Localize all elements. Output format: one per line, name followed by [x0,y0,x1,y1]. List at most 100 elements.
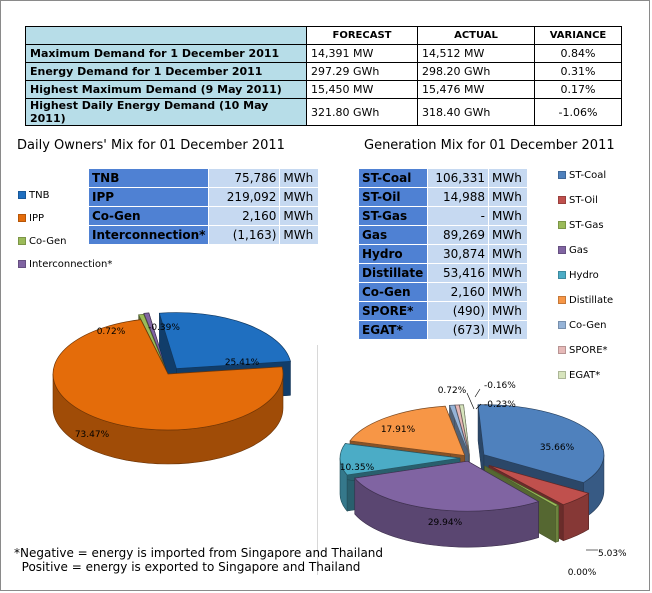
pie-slice-ipp [52,319,284,465]
legend-swatch [18,214,26,222]
legend-swatch [558,196,566,204]
source-value: 53,416 [427,263,489,283]
source-value: 75,786 [208,168,281,188]
leader-line [466,392,475,410]
legend-item-gas: Gas [558,245,588,256]
table-row: Interconnection* (1,163) MWh [87,225,320,245]
legend-swatch [558,296,566,304]
source-unit: MWh [488,320,528,340]
legend-swatch [558,346,566,354]
forecast-header: FORECAST [306,26,418,45]
source-value: 14,988 [427,187,489,207]
legend-swatch [558,221,566,229]
table-row: ST-Coal 106,331 MWh [358,168,528,188]
table-row: EGAT* (673) MWh [358,320,528,340]
legend-item-cogen: Co-Gen [18,236,67,247]
table-row: Highest Daily Energy Demand (10 May 2011… [25,98,622,126]
legend-item-st-gas: ST-Gas [558,220,604,231]
source-name: ST-Gas [358,206,428,226]
legend-item-interconnection: Interconnection* [18,259,112,270]
source-unit: MWh [279,225,320,245]
generation-mix-title: Generation Mix for 01 December 2011 [364,138,615,153]
table-row: Co-Gen 2,160 MWh [87,206,320,226]
variance-header: VARIANCE [534,26,622,45]
pie-data-label: 29.94% [428,518,463,528]
legend-swatch [558,371,566,379]
legend-swatch [18,260,26,268]
owners-mix-title: Daily Owners' Mix for 01 December 2011 [17,138,285,153]
generation-mix-table: ST-Coal 106,331 MWh ST-Oil 14,988 MWh ST-Gas… [358,168,528,340]
owners-mix-table: TNB 75,786 MWh IPP 219,092 MWh Co-Gen 2,160 MW… [87,168,320,245]
actual-cell: 298.20 GWh [417,62,535,81]
pie-data-label: 0.00% [568,568,597,578]
table-row: Distillate 53,416 MWh [358,263,528,283]
footnote: *Negative = energy is imported from Sing… [14,546,384,574]
source-value: 89,269 [427,225,489,245]
table-row: Maximum Demand for 1 December 2011 14,39… [25,44,622,63]
pie-data-label: -0.16% [484,381,516,391]
source-name: EGAT* [358,320,428,340]
legend-swatch [558,271,566,279]
legend-label: IPP [29,213,45,224]
pie-data-label: 17.91% [381,425,416,435]
legend-item-hydro: Hydro [558,270,599,281]
legend-label: Hydro [569,270,599,281]
table-row: SPORE* (490) MWh [358,301,528,321]
legend-label: Distillate [569,295,614,306]
pie-data-label: 73.47% [75,430,110,440]
panel-divider [317,345,318,575]
source-unit: MWh [488,282,528,302]
legend-label: ST-Coal [569,170,607,181]
source-name: Co-Gen [87,206,210,226]
source-unit: MWh [488,187,528,207]
source-name: IPP [87,187,210,207]
legend-swatch [558,246,566,254]
pie-data-label: 10.35% [340,463,375,473]
legend-label: SPORE* [569,345,608,356]
legend-label: Co-Gen [569,320,607,331]
legend-label: Gas [569,245,589,256]
source-value: 30,874 [427,244,489,264]
legend-swatch [558,321,566,329]
source-unit: MWh [488,263,528,283]
legend-item-st-coal: ST-Coal [558,170,606,181]
source-value: (1,163) [208,225,281,245]
forecast-cell: 297.29 GWh [306,62,418,81]
table-row: Energy Demand for 1 December 2011 297.29… [25,62,622,81]
forecast-cell: 321.80 GWh [306,98,418,126]
legend-item-spore: SPORE* [558,345,608,356]
legend-label: Interconnection* [29,259,113,270]
source-name: TNB [87,168,210,188]
legend-item-egat: EGAT* [558,370,600,381]
source-value: 106,331 [427,168,489,188]
source-unit: MWh [488,301,528,321]
pie-data-label: 0.72% [97,327,126,337]
legend-item-cogen: Co-Gen [558,320,607,331]
legend-swatch [18,237,26,245]
legend-swatch [18,191,26,199]
leader-line [474,388,481,398]
source-value: 2,160 [427,282,489,302]
legend-item-ipp: IPP [18,213,44,224]
forecast-cell: 15,450 MW [306,80,418,99]
legend-label: Co-Gen [29,236,67,247]
table-row: IPP 219,092 MWh [87,187,320,207]
source-name: ST-Oil [358,187,428,207]
table-row: Gas 89,269 MWh [358,225,528,245]
pie-data-label: 35.66% [540,443,575,453]
pie-data-label: 0.72% [438,386,467,396]
actual-cell: 15,476 MW [417,80,535,99]
source-unit: MWh [488,206,528,226]
pie-data-label: 25.41% [225,358,260,368]
legend-label: ST-Gas [569,220,604,231]
source-value: 2,160 [208,206,281,226]
table-row: ST-Oil 14,988 MWh [358,187,528,207]
legend-item-distillate: Distillate [558,295,613,306]
variance-cell: -1.06% [534,98,622,126]
legend-label: EGAT* [569,370,601,381]
pie-data-label: 5.03% [598,549,627,559]
pie-slice-gas [354,460,540,548]
